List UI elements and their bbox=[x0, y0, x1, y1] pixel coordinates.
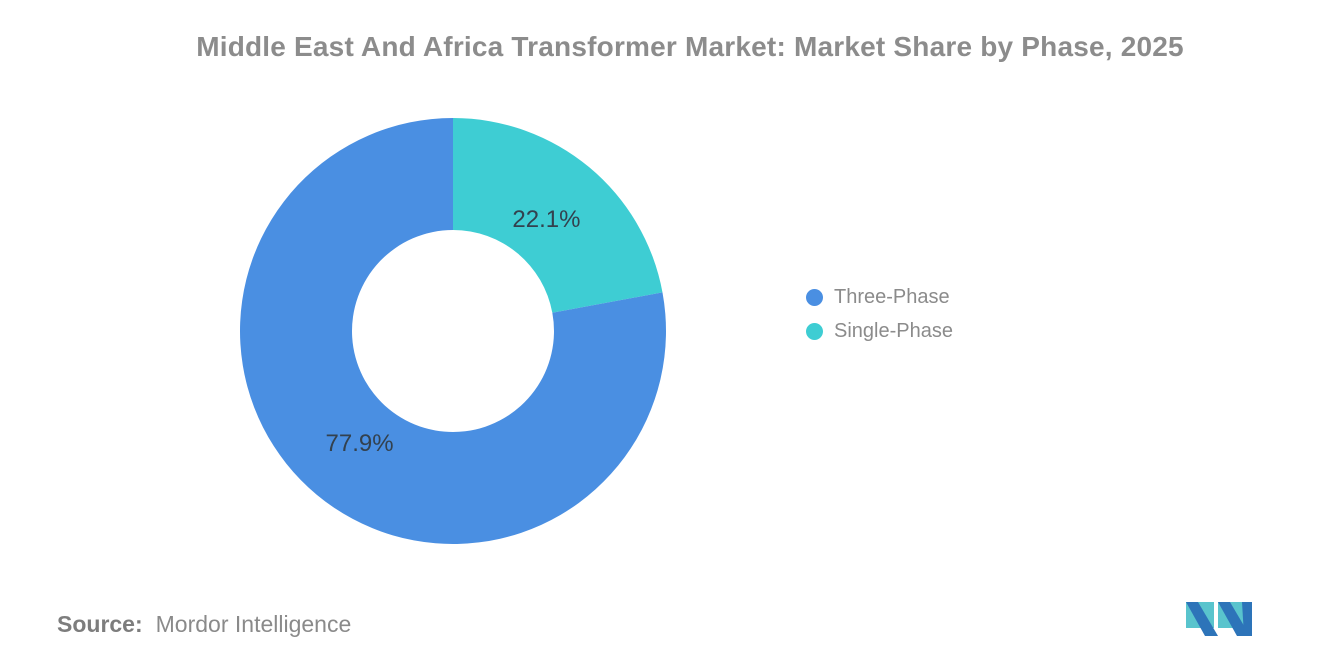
source-label: Source: bbox=[57, 611, 143, 637]
legend-marker-icon bbox=[806, 288, 823, 306]
slice-three-phase bbox=[239, 118, 666, 544]
chart-title: Middle East And Africa Transformer Marke… bbox=[196, 31, 1184, 62]
slice-single-phase bbox=[453, 118, 663, 313]
mordor-intelligence-logo-icon bbox=[1186, 600, 1252, 638]
legend: Three-Phase Single-Phase bbox=[806, 285, 953, 342]
legend-marker-icon bbox=[806, 322, 823, 340]
legend-item-single-phase: Single-Phase bbox=[806, 319, 953, 342]
data-label-three-phase: 77.9% bbox=[326, 430, 394, 457]
source-value: Mordor Intelligence bbox=[155, 611, 352, 637]
legend-label: Single-Phase bbox=[834, 319, 953, 342]
data-label-single-phase: 22.1% bbox=[512, 206, 580, 233]
legend-label: Three-Phase bbox=[834, 285, 950, 308]
legend-item-three-phase: Three-Phase bbox=[806, 285, 953, 308]
source-line: Source: Mordor Intelligence bbox=[57, 611, 351, 638]
